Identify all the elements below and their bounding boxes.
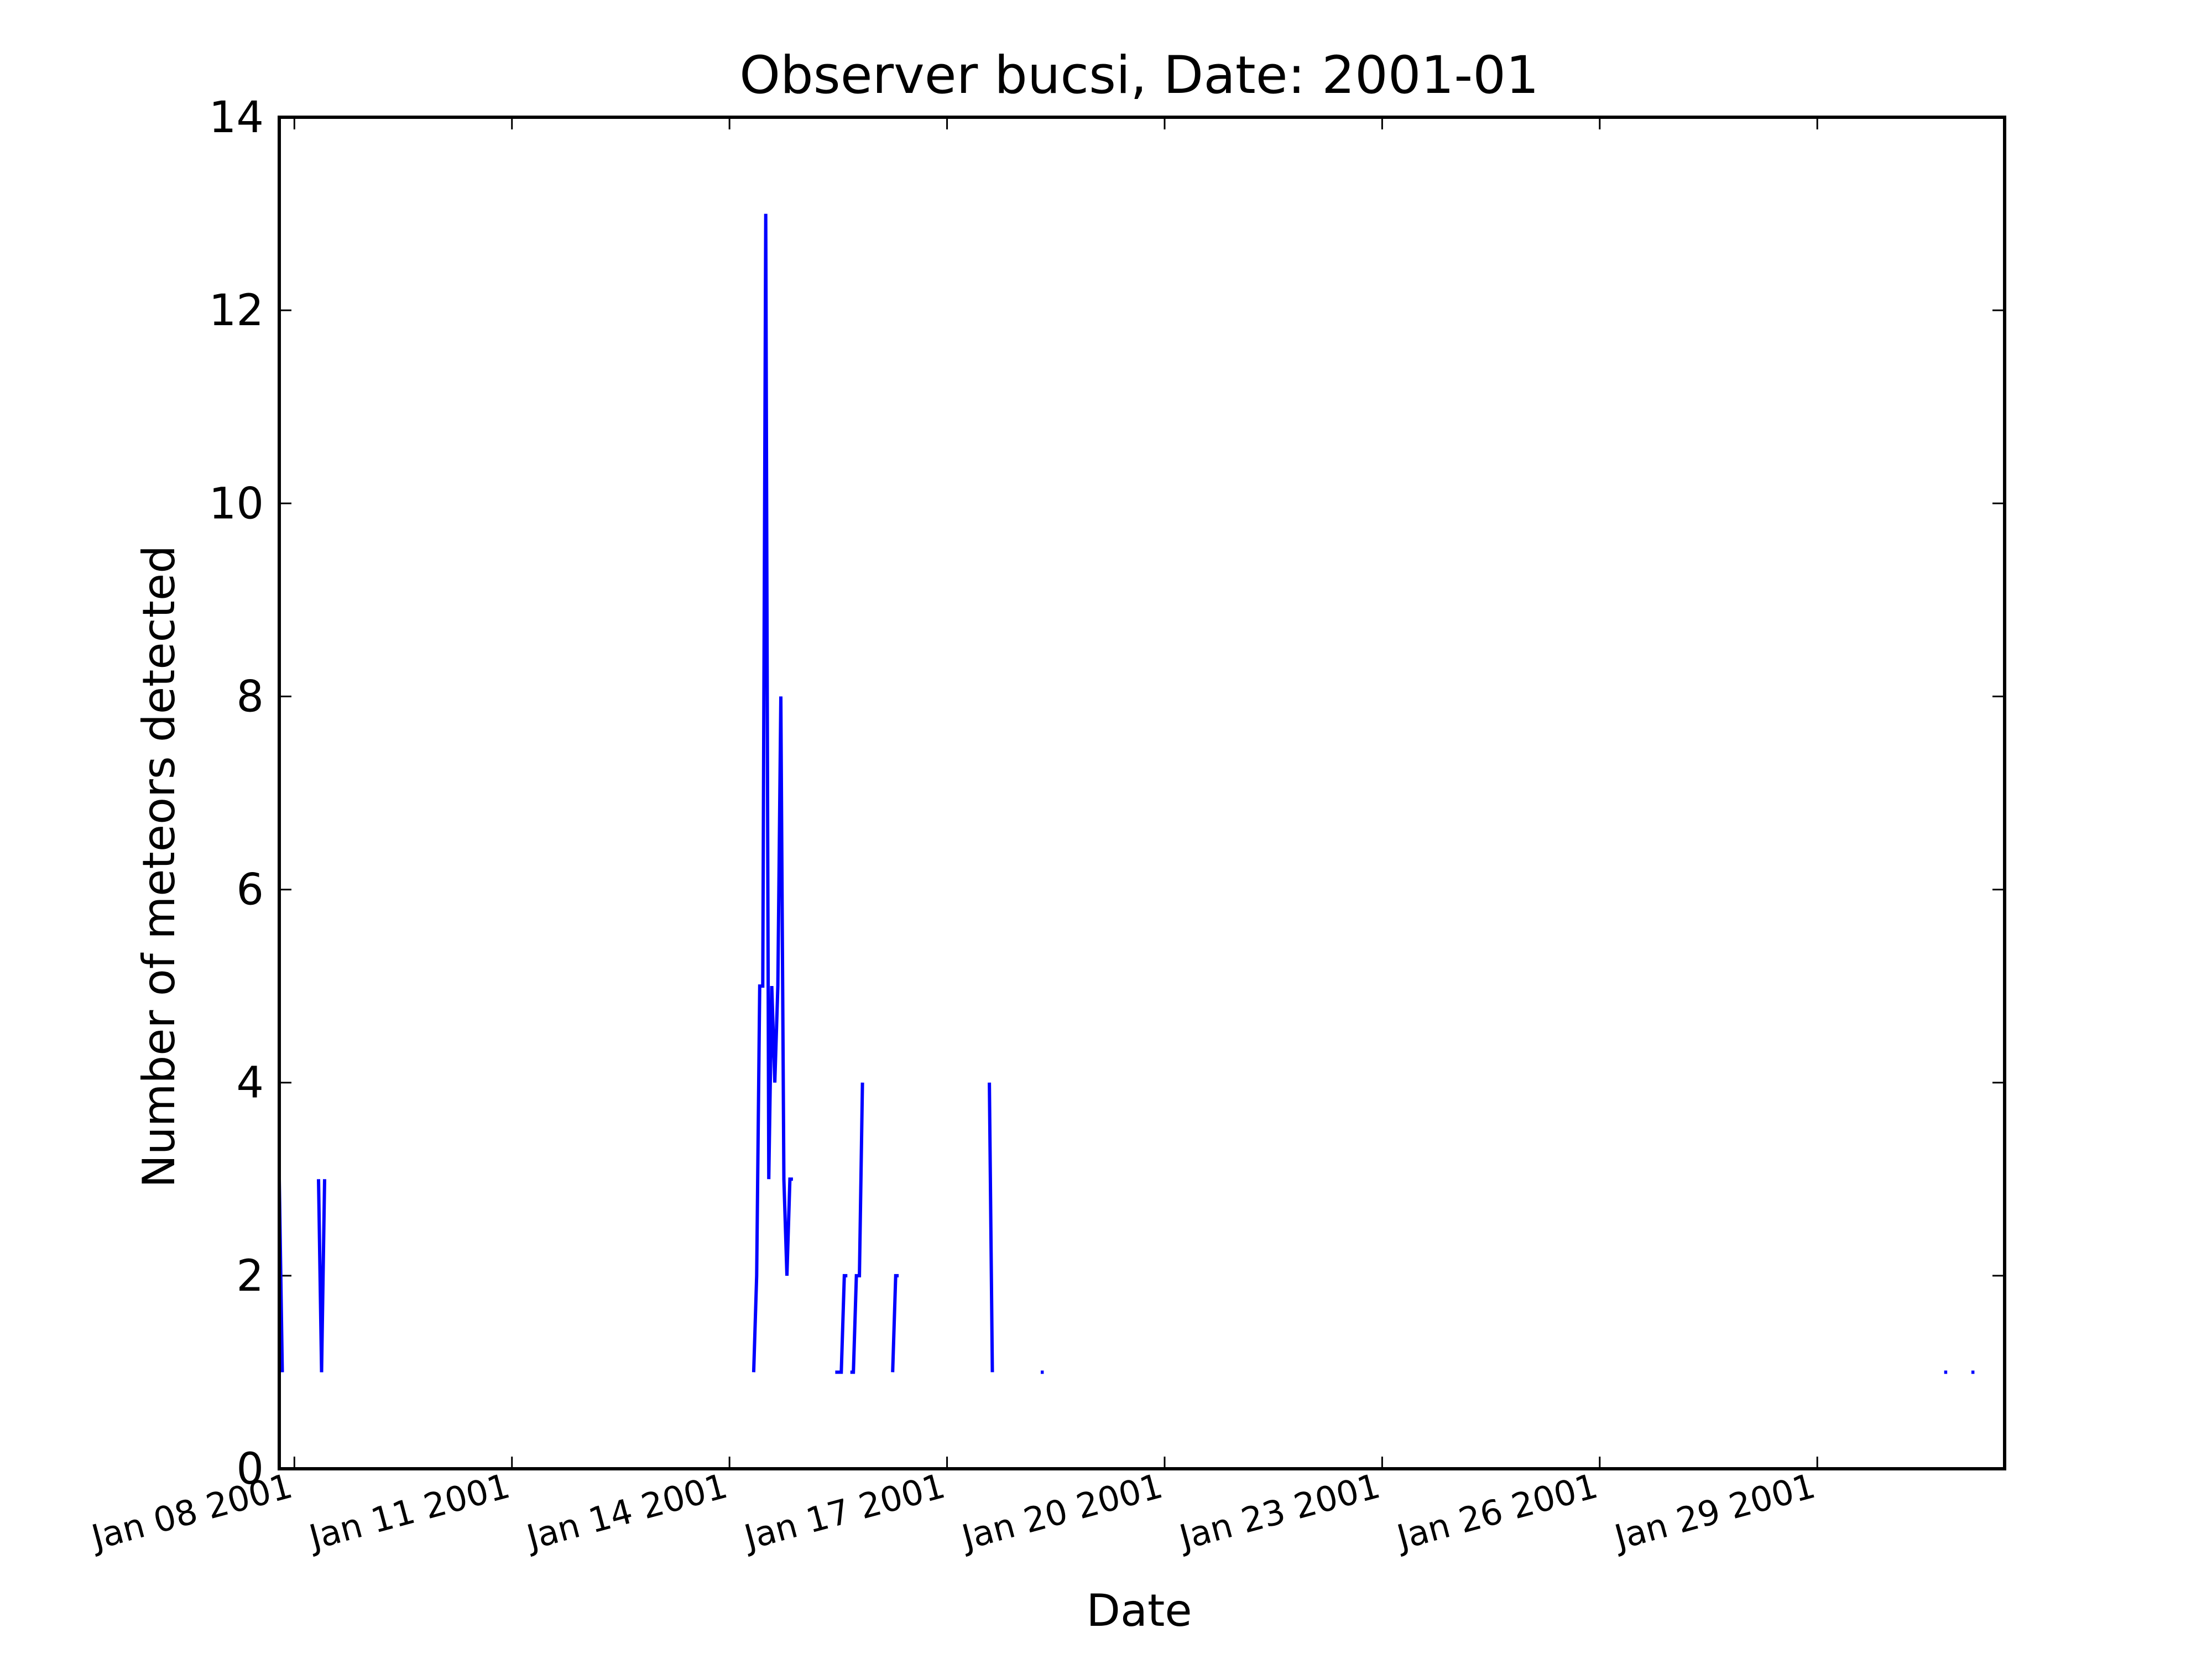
- x-tick-label: Jan 08 2001: [85, 1465, 296, 1558]
- y-tick-label: 4: [236, 1058, 264, 1108]
- y-tick-label: 0: [236, 1444, 264, 1494]
- series-line-segment: [835, 1274, 848, 1374]
- plot-area: 0 2 4 6 8 10 12 14 Jan 08 2001 Jan 11 2001 Jan 14 …: [85, 93, 2005, 1558]
- plot-frame: [278, 116, 2006, 1470]
- x-tick-label: Jan 29 2001: [1608, 1465, 1819, 1558]
- series-line-segment: [850, 1082, 864, 1374]
- x-axis-label: Date: [1086, 1585, 1192, 1636]
- y-tick-label: 12: [209, 286, 264, 336]
- x-tick-label: Jan 14 2001: [520, 1465, 732, 1558]
- series-line-segment: [752, 213, 793, 1373]
- x-tick-label: Jan 20 2001: [956, 1465, 1167, 1558]
- y-axis-label: Number of meteors detected: [133, 545, 185, 1188]
- x-tick-label: Jan 23 2001: [1173, 1465, 1385, 1558]
- y-tick-label: 14: [209, 93, 264, 143]
- series-line-segment: [988, 1082, 994, 1373]
- series-line-segment: [891, 1274, 899, 1373]
- y-tick-label: 8: [236, 672, 264, 722]
- y-tick-label: 10: [209, 479, 264, 529]
- y-tick-label: 2: [236, 1251, 264, 1301]
- x-tick-label: Jan 11 2001: [303, 1465, 514, 1558]
- x-tick-label: Jan 17 2001: [738, 1465, 950, 1558]
- series-line-segment: [317, 1179, 326, 1373]
- chart-title: Observer bucsi, Date: 2001-01: [739, 45, 1539, 106]
- x-tick-label: Jan 26 2001: [1391, 1465, 1602, 1558]
- y-tick-label: 6: [236, 865, 264, 915]
